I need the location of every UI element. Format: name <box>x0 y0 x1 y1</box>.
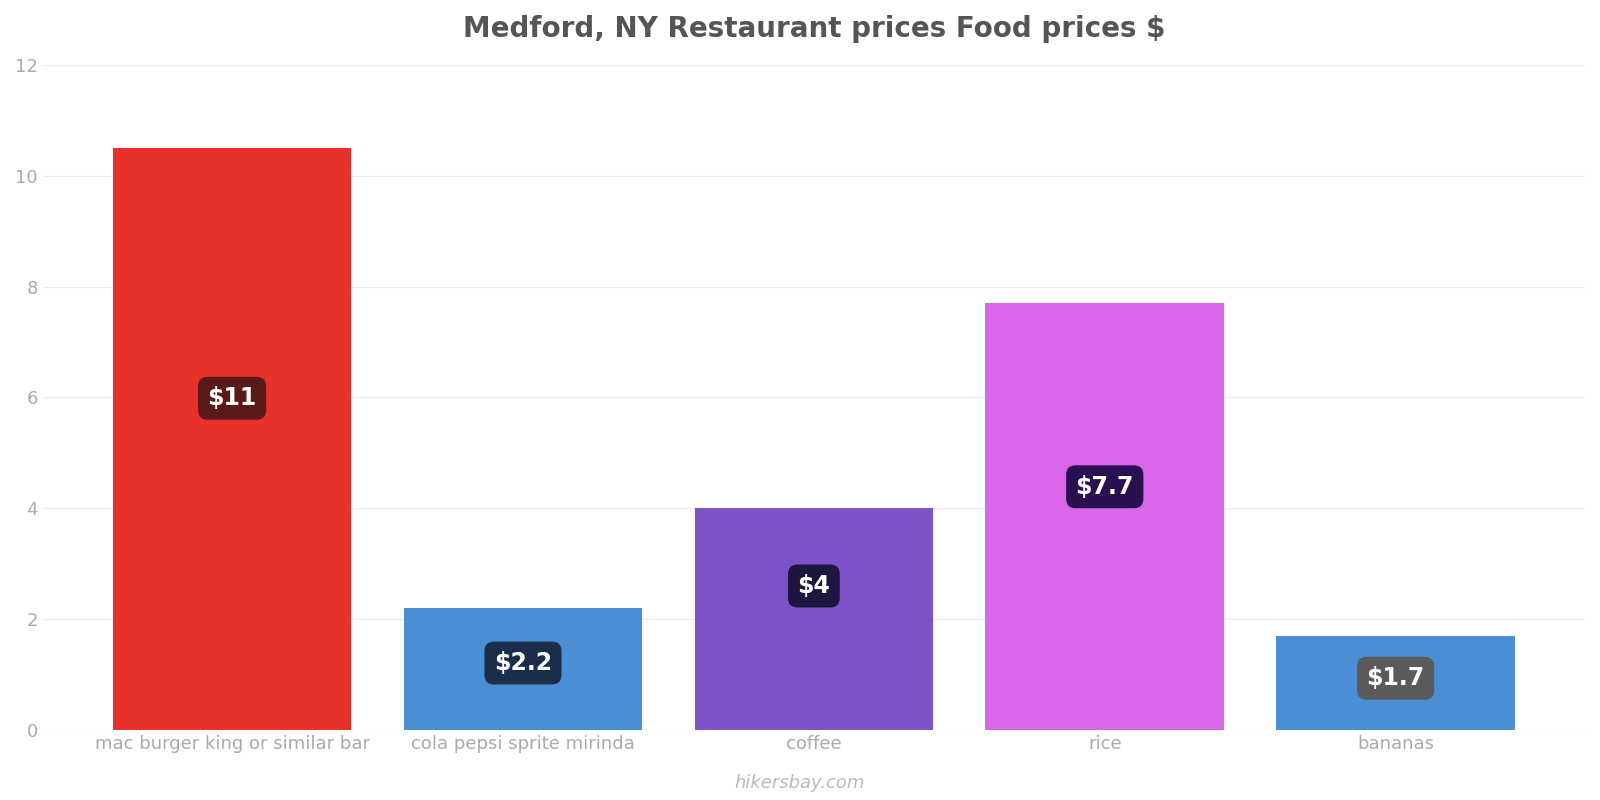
Bar <box>403 608 642 730</box>
Text: $2.2: $2.2 <box>494 651 552 675</box>
Bar <box>986 303 1224 730</box>
Bar <box>694 508 933 730</box>
Text: $11: $11 <box>208 386 256 410</box>
Title: Medford, NY Restaurant prices Food prices $: Medford, NY Restaurant prices Food price… <box>462 15 1165 43</box>
Bar <box>114 148 352 730</box>
Text: hikersbay.com: hikersbay.com <box>734 774 866 792</box>
Text: $7.7: $7.7 <box>1075 474 1134 498</box>
Bar <box>1277 636 1515 730</box>
Text: $4: $4 <box>797 574 830 598</box>
Text: $1.7: $1.7 <box>1366 666 1424 690</box>
